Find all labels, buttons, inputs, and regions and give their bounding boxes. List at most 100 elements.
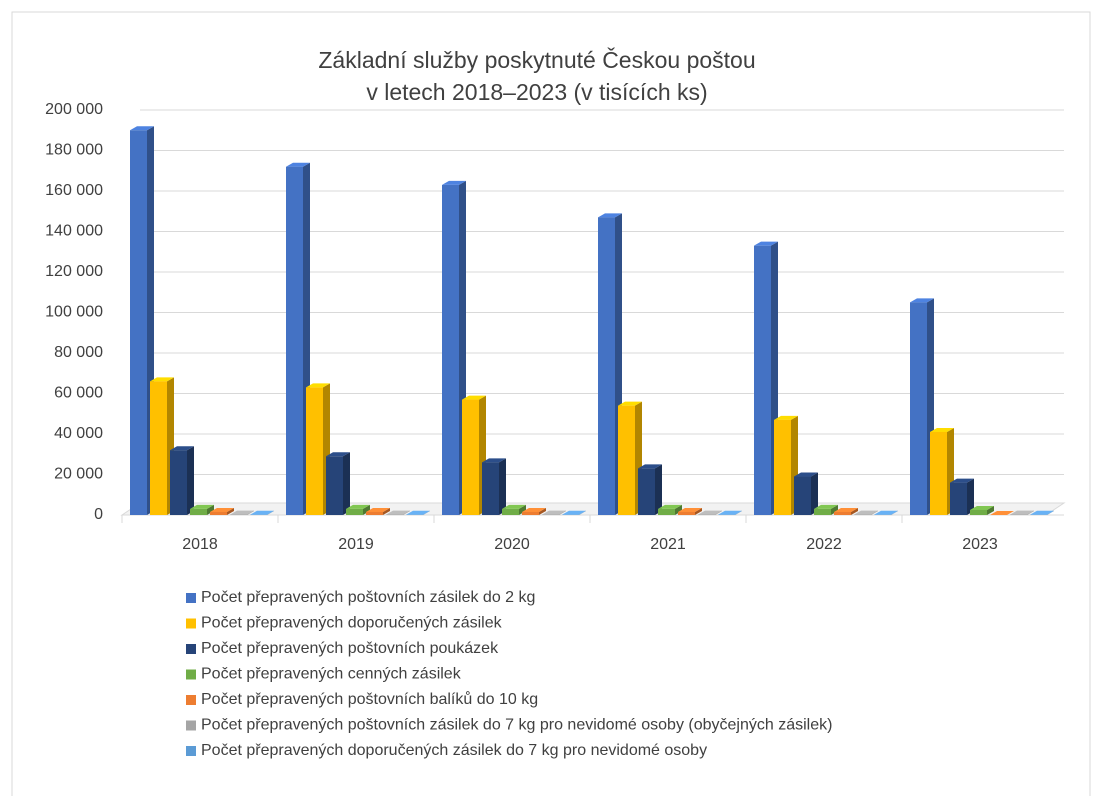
y-tick-label: 60 000 — [54, 385, 103, 402]
bar-side — [363, 504, 370, 515]
bar-top — [462, 395, 486, 400]
bar — [618, 405, 635, 515]
bar-top — [190, 504, 214, 509]
bar-top — [834, 507, 858, 512]
bar-side — [891, 510, 898, 515]
bar-top — [346, 504, 370, 509]
bar — [834, 511, 851, 515]
bar — [326, 456, 343, 515]
bar — [638, 468, 655, 515]
legend-swatch — [186, 695, 196, 705]
bar — [130, 130, 147, 515]
bar-top — [406, 510, 430, 515]
bar — [774, 419, 791, 515]
bar-side — [519, 504, 526, 515]
bar-side — [559, 510, 566, 515]
bar-side — [383, 507, 390, 515]
bar-top — [930, 427, 954, 432]
y-tick-label: 80 000 — [54, 344, 103, 361]
bar-side — [987, 505, 994, 515]
bar-top — [502, 504, 526, 509]
bar-side — [655, 464, 662, 515]
bar-side — [247, 510, 254, 515]
bar — [462, 399, 479, 515]
bar-top — [250, 510, 274, 515]
bar-top — [150, 377, 174, 382]
bar-side — [715, 510, 722, 515]
bar — [442, 184, 459, 516]
bar — [678, 511, 695, 515]
bar — [346, 508, 363, 515]
bar-top — [482, 458, 506, 463]
bar-top — [794, 472, 818, 477]
bar — [170, 450, 187, 515]
bar — [150, 381, 167, 515]
bar-top — [854, 510, 878, 515]
legend-label: Počet přepravených poštovních zásilek do… — [201, 717, 832, 734]
x-tick-label: 2018 — [182, 536, 218, 553]
chart-title: Základní služby poskytnuté Českou poštou — [318, 46, 755, 73]
bar-top — [562, 510, 586, 515]
bar-top — [678, 507, 702, 512]
bar-top — [598, 213, 622, 218]
legend-swatch — [186, 618, 196, 629]
bar-top — [170, 446, 194, 451]
bar-top — [542, 510, 566, 515]
bar — [522, 511, 539, 515]
bar-top — [718, 510, 742, 515]
bar-side — [695, 507, 702, 515]
legend-label: Počet přepravených doporučených zásilek — [201, 615, 503, 632]
bar-side — [343, 452, 350, 515]
legend-swatch — [186, 720, 196, 731]
bar — [366, 511, 383, 515]
bar-top — [230, 510, 254, 515]
x-tick-label: 2022 — [806, 536, 842, 553]
bar — [814, 508, 831, 515]
legend-label: Počet přepravených poštovních poukázek — [201, 640, 499, 657]
bar-top — [774, 415, 798, 420]
bar — [482, 462, 499, 515]
bar-top — [1010, 510, 1034, 515]
bar-top — [698, 510, 722, 515]
bar — [502, 508, 519, 515]
x-tick-label: 2019 — [338, 536, 374, 553]
bar-top — [326, 452, 350, 457]
bar-side — [851, 507, 858, 515]
bar — [190, 508, 207, 515]
bar-side — [675, 504, 682, 515]
bar — [658, 508, 675, 515]
bar-top — [386, 510, 410, 515]
bar-top — [910, 298, 934, 303]
y-tick-label: 140 000 — [45, 223, 103, 240]
bar-top — [754, 241, 778, 246]
bar-top — [130, 126, 154, 131]
bar-top — [874, 510, 898, 515]
bar-top — [442, 180, 466, 185]
bar-top — [814, 504, 838, 509]
bar-side — [499, 458, 506, 515]
bar — [950, 482, 967, 515]
bar-top — [286, 162, 310, 167]
bar — [970, 509, 987, 515]
bar-top — [366, 507, 390, 512]
y-tick-label: 120 000 — [45, 263, 103, 280]
y-tick-label: 160 000 — [45, 182, 103, 199]
x-tick-label: 2023 — [962, 536, 998, 553]
bar-top — [210, 507, 234, 512]
legend-swatch — [186, 746, 196, 756]
bar-side — [207, 504, 214, 515]
legend-label: Počet přepravených doporučených zásilek … — [201, 742, 707, 759]
bar-side — [187, 446, 194, 515]
bar-top — [1030, 510, 1054, 515]
bar — [210, 511, 227, 515]
bar — [754, 245, 771, 516]
bar-side — [403, 510, 410, 515]
bar-side — [267, 510, 274, 515]
legend-swatch — [186, 644, 196, 654]
legend-swatch — [186, 593, 196, 603]
bar-side — [579, 510, 586, 515]
legend-label: Počet přepravených poštovních zásilek do… — [201, 589, 535, 606]
bar-top — [306, 383, 330, 388]
